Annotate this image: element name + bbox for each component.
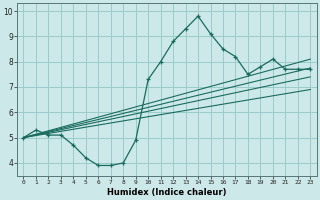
X-axis label: Humidex (Indice chaleur): Humidex (Indice chaleur) — [107, 188, 227, 197]
